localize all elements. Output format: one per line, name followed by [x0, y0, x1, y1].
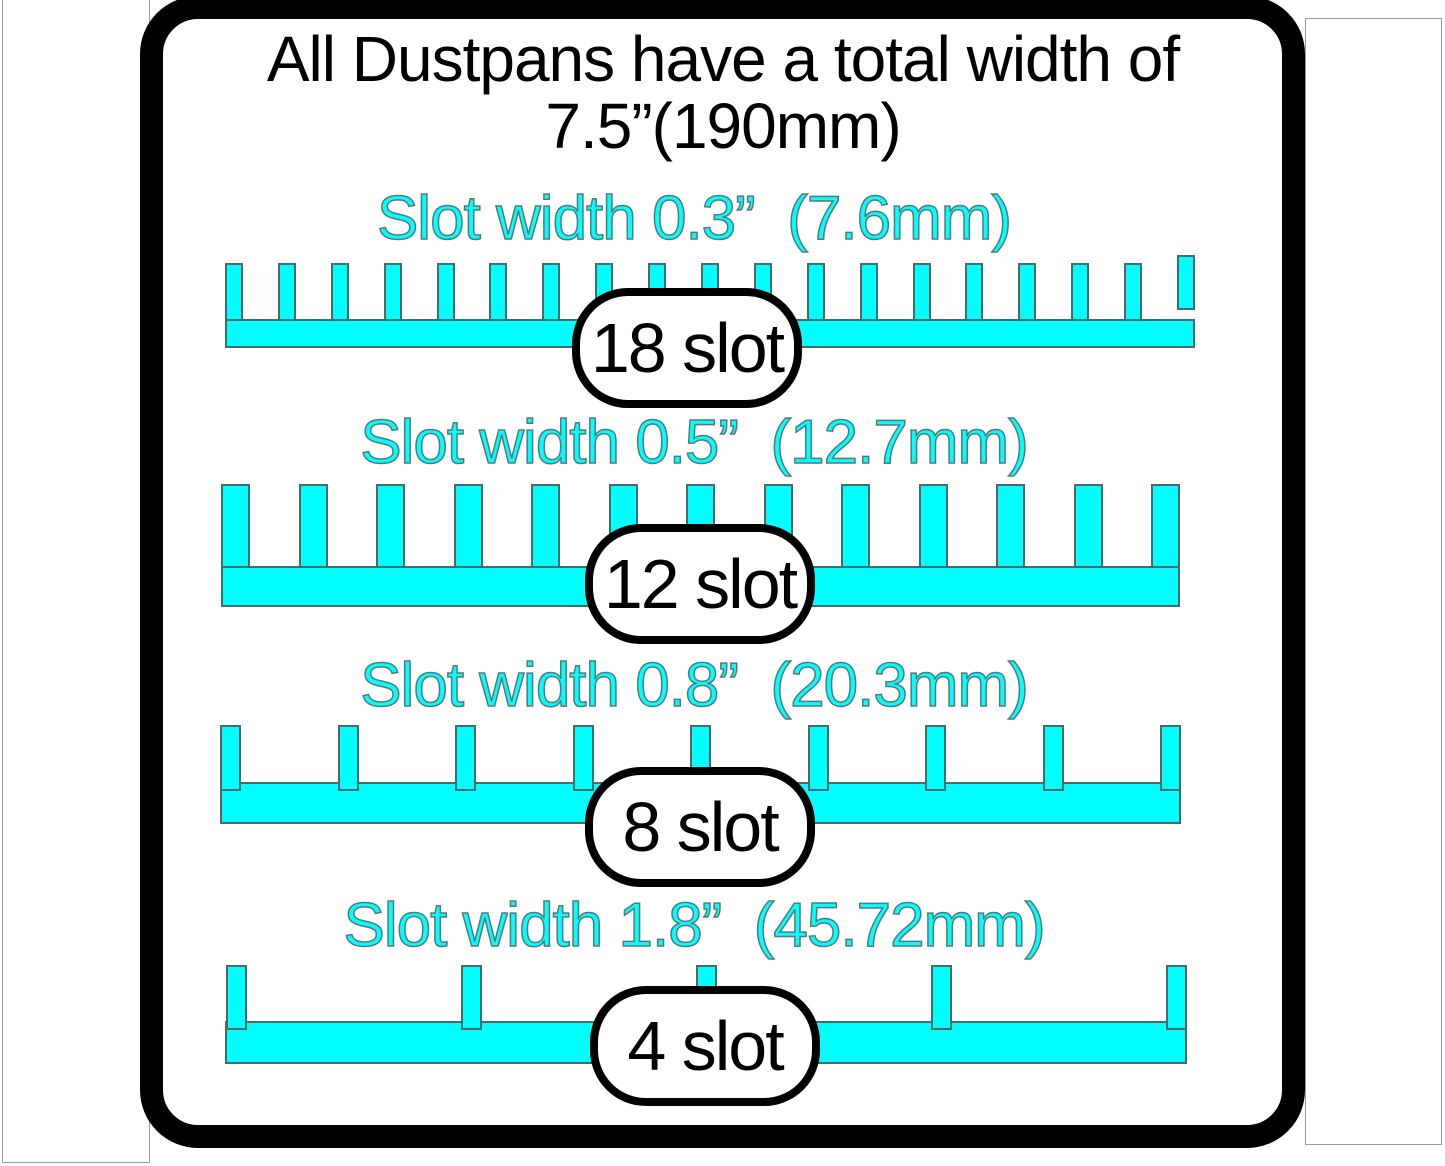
title-line-1: All Dustpans have a total width of [266, 23, 1180, 95]
slot-width-label-12-slot: Slot width 0.5” (12.7mm) [359, 408, 1029, 477]
badge-label: 4 slot [627, 1007, 784, 1085]
badge-4-slot: 4 slot [590, 986, 820, 1106]
badge-12-slot: 12 slot [585, 524, 815, 644]
badge-label: 18 slot [590, 309, 785, 387]
slot-width-label-4-slot: Slot width 1.8” (45.72mm) [343, 891, 1047, 960]
badge-8-slot: 8 slot [585, 767, 815, 887]
right-page-edge [1305, 18, 1442, 1145]
diagram-title: All Dustpans have a total width of 7.5”(… [163, 23, 1283, 163]
badge-18-slot: 18 slot [572, 288, 802, 408]
badge-label: 8 slot [622, 788, 779, 866]
left-page-edge [2, 0, 150, 1163]
slot-width-label-18-slot: Slot width 0.3” (7.6mm) [376, 184, 1013, 253]
slot-width-label-8-slot: Slot width 0.8” (20.3mm) [359, 651, 1029, 720]
badge-label: 12 slot [603, 545, 798, 623]
title-line-2: 7.5”(190mm) [545, 90, 901, 163]
